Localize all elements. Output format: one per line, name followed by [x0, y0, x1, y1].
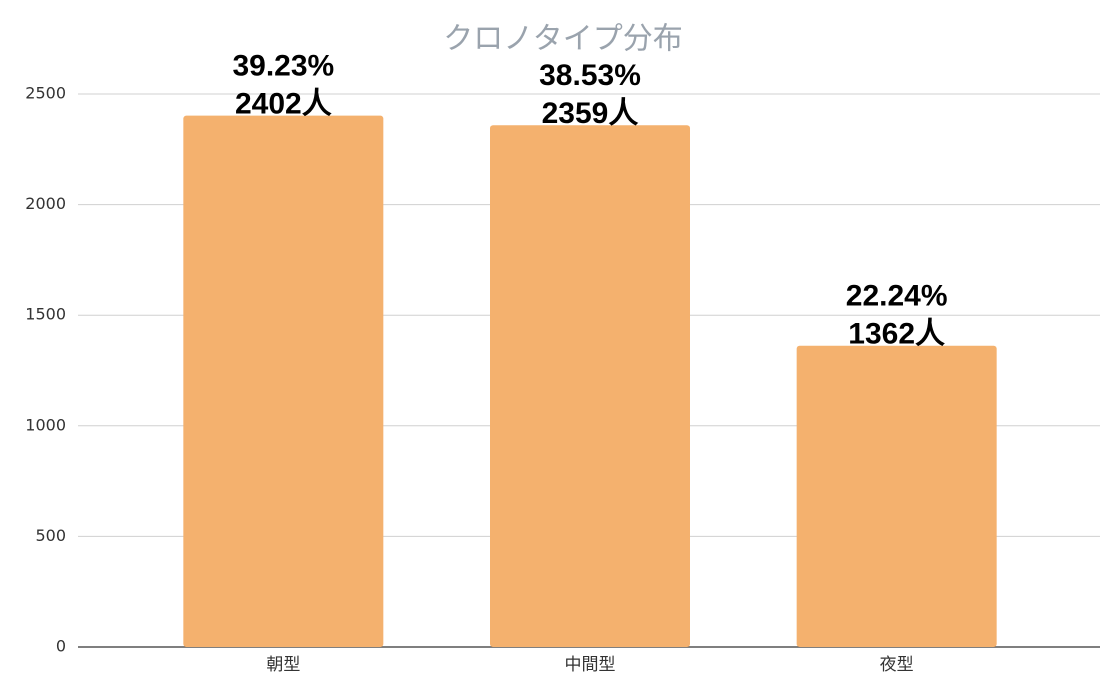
bar	[183, 115, 384, 647]
x-tick-label: 夜型	[880, 655, 914, 675]
y-tick-label: 2000	[25, 194, 66, 213]
y-tick-label: 1500	[25, 305, 66, 324]
bar	[796, 345, 997, 647]
share-label: 39.23%	[232, 50, 334, 83]
share-label: 38.53%	[539, 59, 641, 92]
x-tick-label: 中間型	[565, 655, 616, 675]
x-tick-label: 朝型	[266, 655, 300, 675]
y-tick-label: 0	[56, 637, 66, 656]
bar	[490, 125, 690, 647]
share-label: 22.24%	[846, 280, 948, 313]
y-tick-label: 2500	[25, 84, 66, 103]
value-label: 2402人	[235, 88, 332, 121]
value-label: 1362人	[848, 318, 945, 351]
value-label: 2359人	[542, 97, 639, 130]
y-tick-label: 1000	[25, 415, 66, 434]
y-tick-label: 500	[35, 526, 66, 545]
chart-title: クロノタイプ分布	[443, 22, 682, 57]
